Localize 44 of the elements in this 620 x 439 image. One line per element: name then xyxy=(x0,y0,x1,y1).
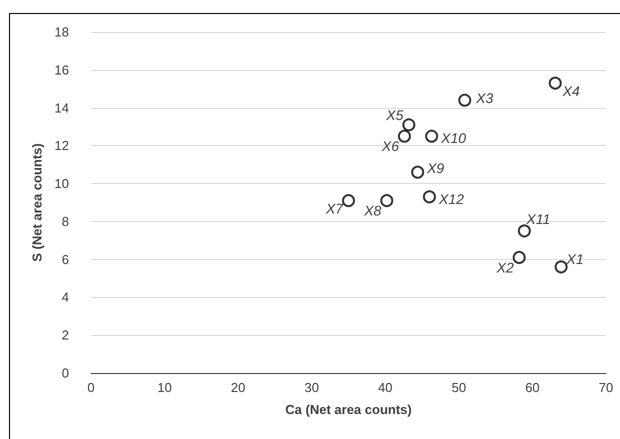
point xyxy=(422,190,436,204)
x-tick-label: 0 xyxy=(87,380,95,395)
y-tick-label: 10 xyxy=(54,176,69,192)
point xyxy=(398,130,411,143)
annotation: X7 xyxy=(324,200,344,217)
x-tick-label: 30 xyxy=(304,380,319,395)
annotation: X8 xyxy=(363,202,382,219)
x-tick-label: 60 xyxy=(525,380,540,395)
y-tick-label: 16 xyxy=(54,62,69,78)
annotation: X4 xyxy=(562,83,580,100)
point xyxy=(342,194,355,208)
annotation: X6 xyxy=(380,138,400,154)
y-axis-title: S (Net area counts) xyxy=(30,143,45,262)
point xyxy=(402,118,416,132)
x-tick-label: 50 xyxy=(452,380,466,395)
y-tick-label: 0 xyxy=(62,366,69,380)
annotation: X10 xyxy=(440,130,466,146)
annotation: X3 xyxy=(475,90,494,106)
y-tick-label: 8 xyxy=(62,214,69,229)
x-tick-label: 70 xyxy=(598,380,614,395)
annotation: X2 xyxy=(496,259,514,276)
annotation: X11 xyxy=(525,210,550,227)
x-axis-title: Ca (Net area counts) xyxy=(285,402,412,417)
point xyxy=(518,224,531,238)
annotation: X5 xyxy=(385,106,404,123)
y-tick-label: 6 xyxy=(62,252,69,267)
y-tick-label: 4 xyxy=(62,290,69,305)
y-tick-label: 18 xyxy=(54,24,69,40)
x-tick-label: 40 xyxy=(378,380,393,395)
annotation: X9 xyxy=(426,160,444,176)
point xyxy=(411,166,424,179)
point xyxy=(512,250,526,264)
point xyxy=(548,76,562,90)
annotation: X12 xyxy=(438,190,464,207)
x-tick-label: 20 xyxy=(230,380,246,395)
y-tick-label: 14 xyxy=(54,100,69,116)
annotation: X1 xyxy=(566,250,584,267)
point xyxy=(458,94,472,107)
point xyxy=(380,194,394,208)
y-tick-label: 2 xyxy=(62,328,69,343)
point xyxy=(425,130,438,143)
point xyxy=(554,260,568,274)
y-tick-label: 12 xyxy=(54,138,69,154)
x-tick-label: 10 xyxy=(157,380,172,395)
